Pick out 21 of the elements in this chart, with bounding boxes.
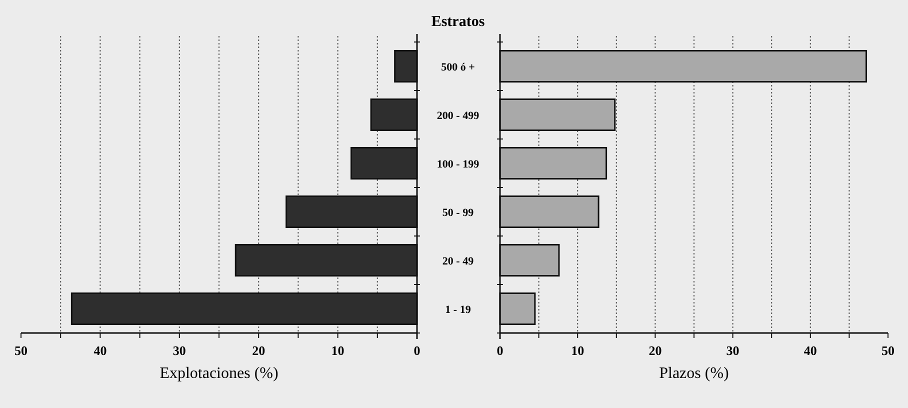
- y-tick-label: 1 - 19: [445, 304, 472, 316]
- x-tick-label: 30: [726, 343, 740, 358]
- x-tick-label: 50: [14, 343, 28, 358]
- x-tick-label: 0: [414, 343, 420, 358]
- x-axis-title: Explotaciones (%): [160, 365, 278, 382]
- x-tick-label: 10: [331, 343, 344, 358]
- y-tick-label: 500 ó +: [441, 61, 475, 74]
- x-tick-label: 20: [252, 343, 266, 358]
- x-tick-label: 40: [804, 343, 817, 358]
- x-tick-label: 10: [571, 343, 584, 358]
- text: Estratos: [431, 14, 485, 30]
- y-tick-label: 50 - 99: [442, 206, 474, 219]
- x-tick-label: 20: [648, 343, 662, 358]
- y-tick-label: 20 - 49: [442, 255, 474, 268]
- y-tick-label: 200 - 499: [436, 110, 480, 122]
- x-tick-label: 0: [496, 343, 504, 358]
- x-tick-label: 30: [172, 343, 186, 358]
- x-axis-title: Plazos (%): [659, 365, 729, 382]
- y-tick-label: 100 - 199: [436, 158, 480, 170]
- x-tick-label: 50: [882, 343, 894, 358]
- x-tick-label: 40: [94, 343, 107, 358]
